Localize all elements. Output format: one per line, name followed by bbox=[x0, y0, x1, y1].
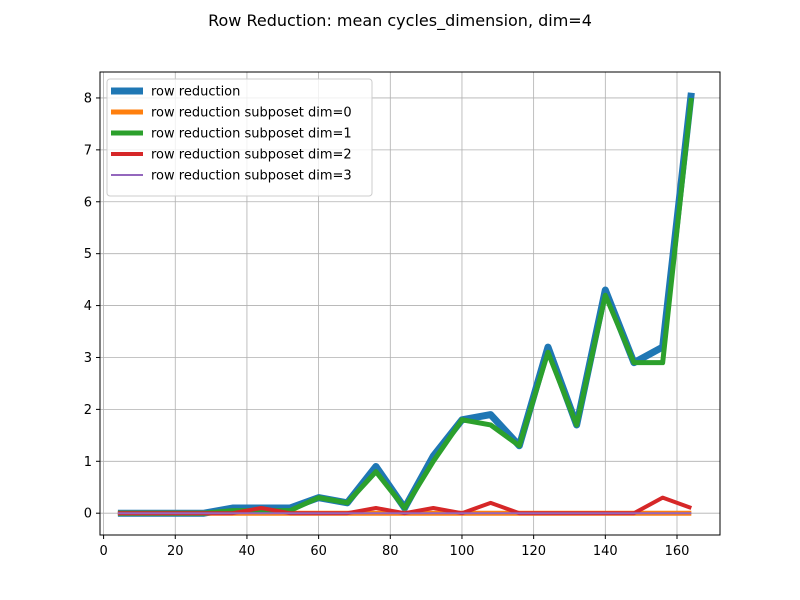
legend-box bbox=[106, 78, 373, 197]
legend-label: row reduction subposet dim=1 bbox=[151, 127, 352, 142]
legend-label: row reduction bbox=[151, 85, 240, 100]
y-tick-label: 5 bbox=[84, 247, 92, 262]
axes-frame bbox=[99, 71, 721, 536]
series-lines bbox=[117, 92, 695, 517]
legend-label: row reduction subposet dim=3 bbox=[151, 169, 352, 184]
y-tick-label: 2 bbox=[84, 403, 92, 418]
legend-label: row reduction subposet dim=0 bbox=[151, 106, 352, 121]
y-tick-label: 4 bbox=[84, 299, 92, 314]
x-tick-label: 60 bbox=[310, 544, 327, 559]
legend: row reduction row reduction subposet dim=… bbox=[106, 78, 373, 197]
x-tick-label: 120 bbox=[521, 544, 546, 559]
y-tick-label: 7 bbox=[84, 143, 92, 158]
x-tick-label: 40 bbox=[239, 544, 256, 559]
x-tick-label: 80 bbox=[382, 544, 399, 559]
y-tick-label: 8 bbox=[84, 91, 92, 106]
x-tick-label: 140 bbox=[593, 544, 618, 559]
y-tick-label: 3 bbox=[84, 351, 92, 366]
y-tick-label: 0 bbox=[84, 507, 92, 522]
x-tick-label: 0 bbox=[99, 544, 107, 559]
y-tick-label: 6 bbox=[84, 195, 92, 210]
y-tick-label: 1 bbox=[84, 455, 92, 470]
x-tick-label: 20 bbox=[167, 544, 184, 559]
x-tick-label: 160 bbox=[665, 544, 690, 559]
legend-label: row reduction subposet dim=2 bbox=[151, 148, 352, 163]
x-tick-label: 100 bbox=[450, 544, 475, 559]
chart-title: Row Reduction: mean cycles_dimension, di… bbox=[208, 11, 592, 31]
axis-ticks: 0 20 40 60 80 100 120 140 160 0 1 2 3 4 5 6 7 8 bbox=[84, 91, 690, 559]
